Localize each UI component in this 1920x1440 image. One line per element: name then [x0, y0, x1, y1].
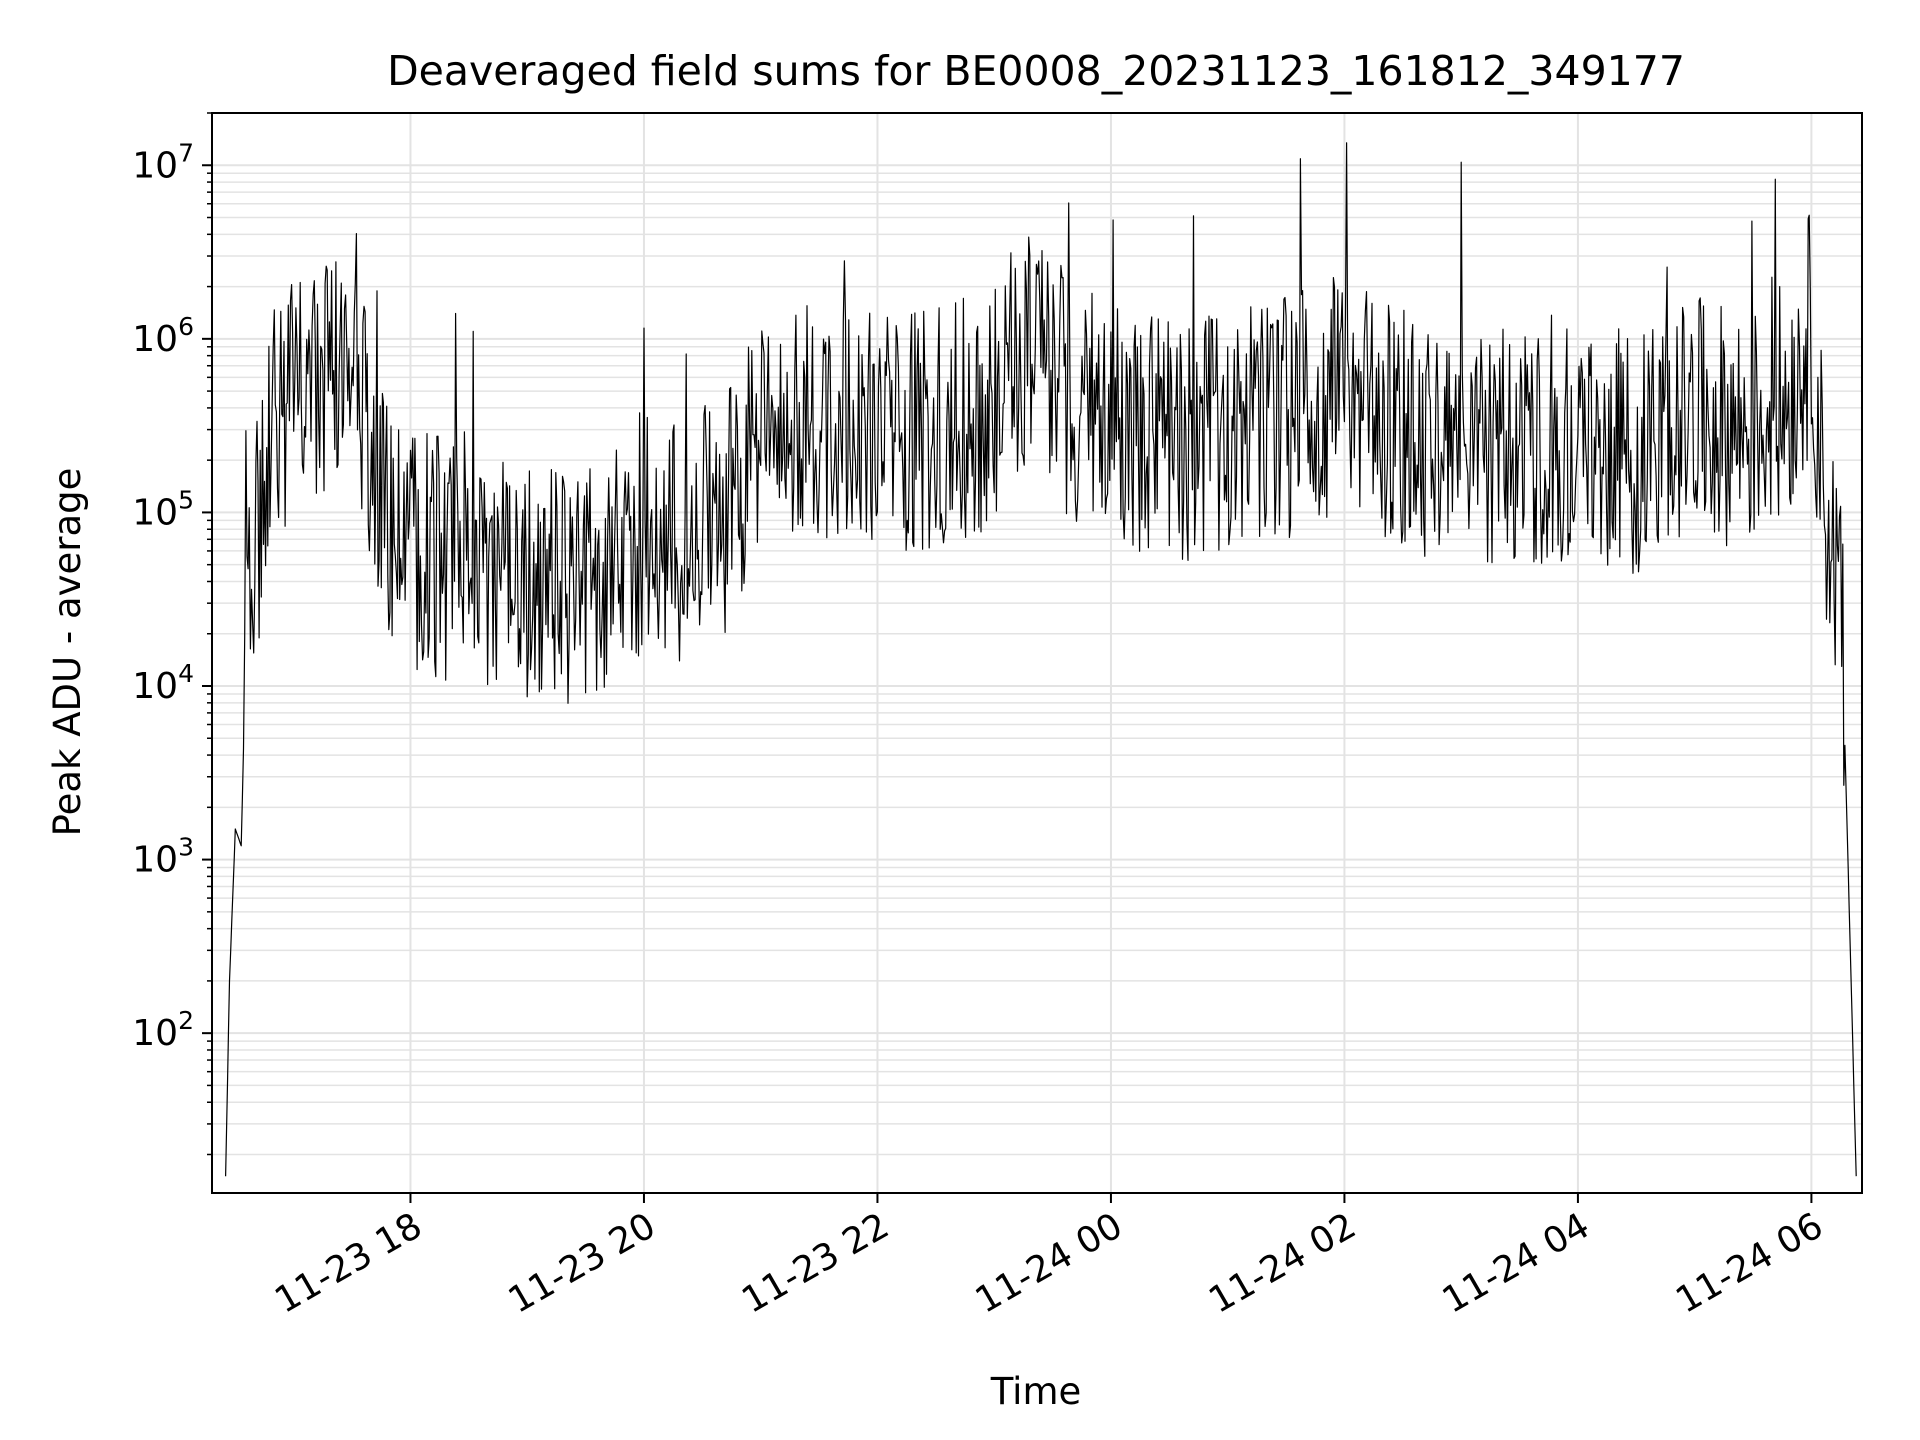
x-tick-label: 11-24 06	[1669, 1205, 1830, 1321]
x-tick-label: 11-23 22	[735, 1205, 896, 1321]
x-tick-label: 11-23 18	[268, 1205, 429, 1321]
y-tick-label: 105	[132, 485, 194, 533]
y-tick-label: 106	[132, 312, 194, 360]
x-tick-label: 11-24 02	[1202, 1205, 1363, 1321]
y-tick-label: 103	[132, 833, 194, 881]
series-layer	[225, 142, 1857, 1177]
grid	[212, 112, 1862, 1193]
tick-layer: 102 103 104 105 106 107 11-23 18 11-23 20 11-23 …	[132, 112, 1830, 1322]
y-tick-label: 104	[132, 659, 194, 707]
x-tick-label: 11-23 20	[502, 1205, 663, 1321]
plot-frame	[211, 112, 1863, 1194]
y-tick-label: 107	[132, 138, 194, 186]
y-tick-label: 102	[132, 1006, 194, 1054]
series-line	[225, 142, 1857, 1177]
x-axis-label: Time	[990, 1370, 1082, 1413]
chart-title: Deaveraged field sums for BE0008_2023112…	[387, 47, 1685, 95]
x-tick-label: 11-24 04	[1436, 1205, 1597, 1321]
y-axis-label: Peak ADU - average	[46, 468, 89, 837]
x-tick-label: 11-24 00	[969, 1205, 1130, 1321]
